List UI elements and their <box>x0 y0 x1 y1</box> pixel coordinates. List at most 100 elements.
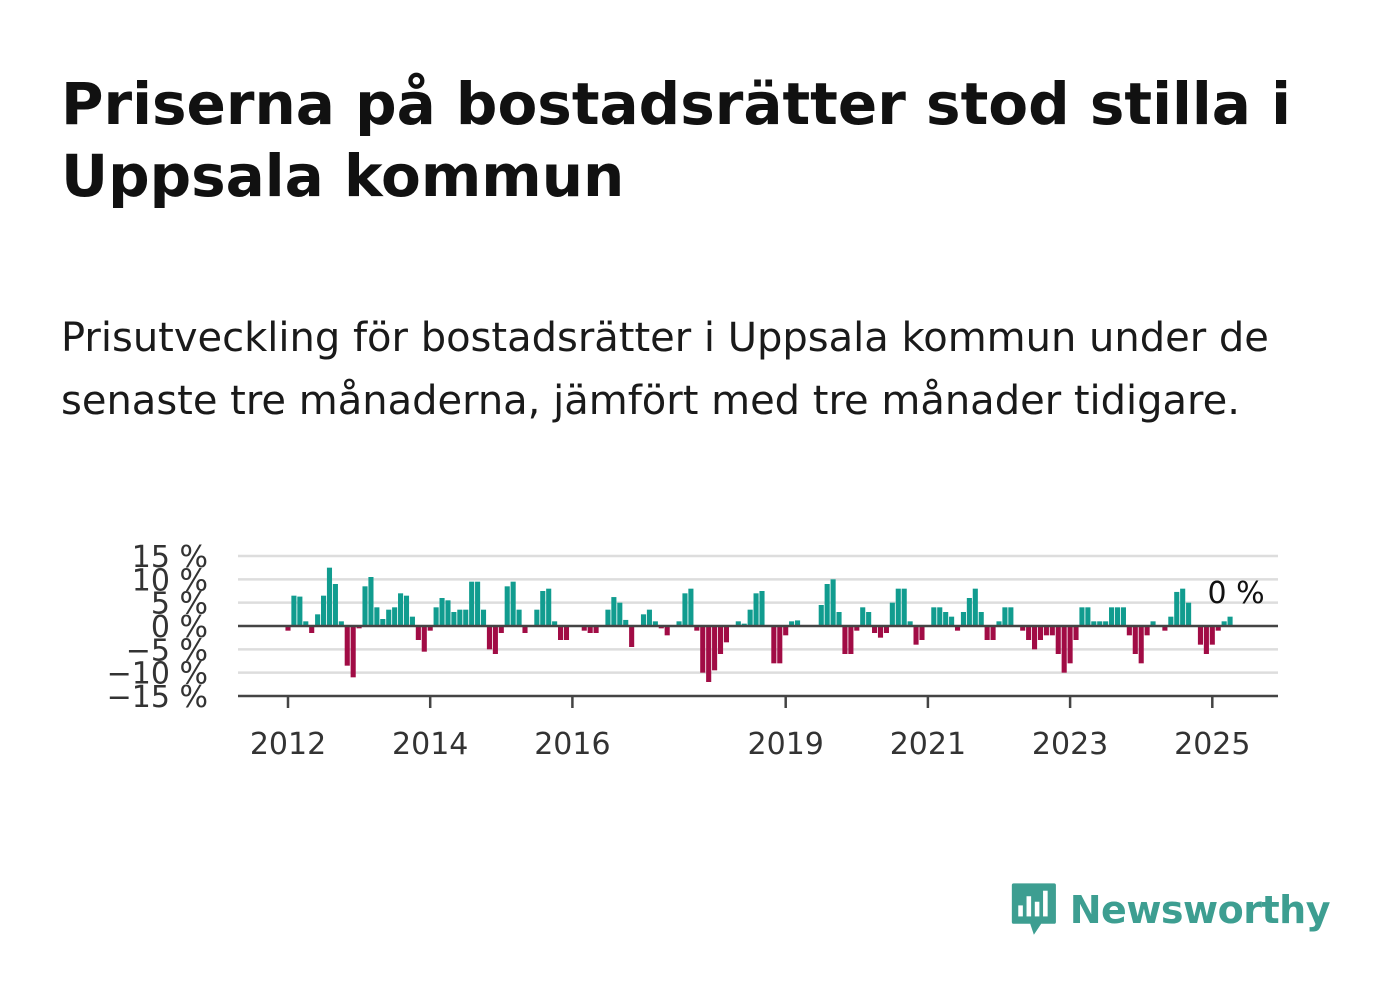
bar <box>931 607 937 626</box>
bar <box>646 609 652 626</box>
bar <box>895 588 901 626</box>
bar <box>321 595 327 626</box>
y-tick-label: 0 % <box>151 610 208 645</box>
bar <box>1049 626 1055 636</box>
bar <box>954 626 961 631</box>
bar <box>949 616 955 626</box>
bar <box>338 621 344 626</box>
bar <box>445 600 451 626</box>
bar <box>712 626 718 671</box>
bar <box>747 609 753 626</box>
bar <box>789 621 795 626</box>
bar <box>546 588 552 626</box>
bar <box>285 626 291 631</box>
bar <box>1032 626 1038 650</box>
bar <box>771 626 777 664</box>
grid-lines <box>238 554 1278 674</box>
x-tick-label: 2021 <box>890 727 966 762</box>
bar <box>836 612 842 626</box>
bar <box>937 607 943 626</box>
bar <box>1197 626 1203 645</box>
bar <box>1097 621 1103 626</box>
bar <box>901 588 907 626</box>
bar <box>522 626 528 633</box>
bar <box>498 626 504 633</box>
bar <box>409 616 415 626</box>
bar <box>866 612 872 626</box>
bar <box>587 626 593 633</box>
bar <box>1103 621 1109 626</box>
bar <box>706 626 712 682</box>
bar <box>860 607 866 626</box>
bar <box>978 612 984 626</box>
bar <box>1109 607 1115 626</box>
bar <box>883 626 889 633</box>
bar <box>1073 626 1079 640</box>
bar <box>563 626 570 640</box>
bar <box>593 626 599 633</box>
bar <box>889 602 895 626</box>
bar <box>1002 607 1008 626</box>
bar <box>427 626 433 631</box>
bar <box>700 626 706 673</box>
last-value-label: 0 % <box>1208 576 1265 611</box>
bar <box>380 619 386 626</box>
bar <box>303 621 309 626</box>
bar <box>1144 626 1150 636</box>
x-tick-label: 2012 <box>250 727 326 762</box>
bar <box>652 621 658 626</box>
bar <box>1085 607 1091 626</box>
bar <box>611 597 617 626</box>
bar <box>1186 602 1192 626</box>
bar <box>676 621 682 626</box>
bar <box>1061 626 1067 673</box>
bars <box>285 567 1233 682</box>
bar <box>386 609 392 626</box>
bar <box>694 626 700 631</box>
y-tick-label: 10 % <box>132 563 208 598</box>
bar <box>368 577 374 626</box>
bar <box>717 626 724 654</box>
bar <box>403 595 410 626</box>
bar <box>640 614 647 626</box>
bar <box>830 579 836 626</box>
bar <box>753 593 759 626</box>
bar <box>688 588 694 626</box>
bar <box>943 612 949 626</box>
bar <box>1203 626 1209 654</box>
bar <box>433 607 439 626</box>
bar <box>1221 621 1227 626</box>
bar <box>374 607 380 626</box>
bar <box>534 609 540 626</box>
bar <box>326 567 333 626</box>
bar <box>1026 626 1032 640</box>
bar <box>297 596 303 626</box>
bar <box>1150 621 1156 626</box>
bar <box>350 626 356 678</box>
x-tick-label: 2014 <box>392 727 468 762</box>
bar <box>362 586 368 626</box>
brand-name: Newsworthy <box>1069 888 1331 932</box>
bar <box>848 626 854 654</box>
bar <box>469 581 475 626</box>
bar <box>735 621 741 626</box>
bar <box>818 605 824 626</box>
bar <box>451 612 457 626</box>
bar <box>872 626 878 633</box>
bar <box>1091 621 1097 626</box>
bar <box>1037 626 1044 640</box>
bar <box>759 591 765 626</box>
bar <box>1209 626 1215 645</box>
x-tick-label: 2025 <box>1174 727 1250 762</box>
bar <box>552 621 558 626</box>
bar <box>558 626 564 640</box>
x-tick-label: 2023 <box>1032 727 1108 762</box>
bar <box>1180 588 1186 626</box>
bar <box>581 626 587 631</box>
bar <box>392 607 398 626</box>
newsworthy-chart-bubble-icon <box>1011 883 1056 935</box>
bar <box>398 593 404 626</box>
bar <box>486 626 492 650</box>
bar <box>877 626 884 638</box>
bar <box>919 626 925 640</box>
